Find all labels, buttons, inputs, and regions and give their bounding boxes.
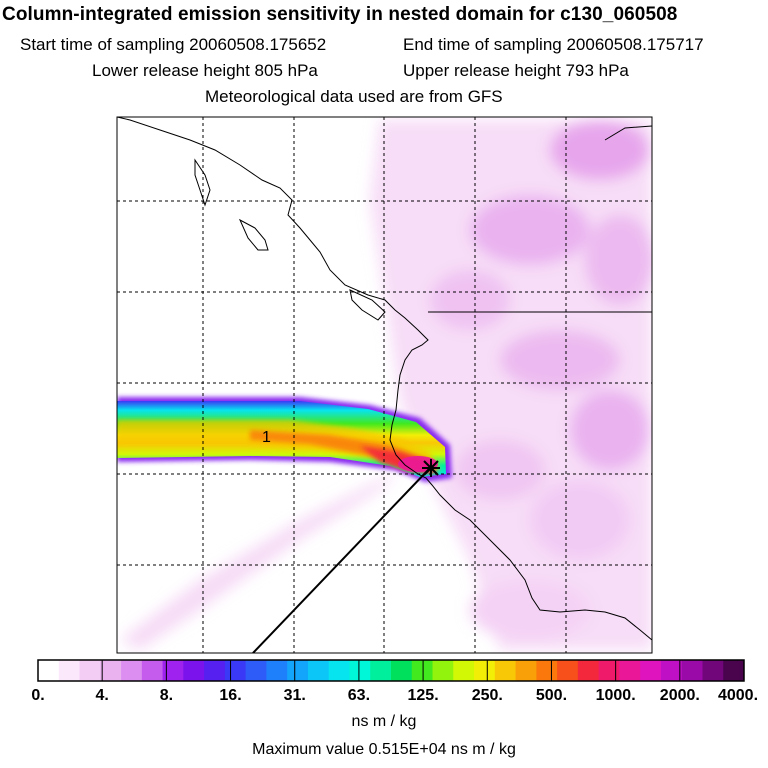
- colorbar-swatch: [287, 660, 309, 681]
- colorbar-swatch: [723, 660, 745, 681]
- map-title: Column-integrated emission sensitivity i…: [2, 4, 678, 25]
- upper-height-label: Upper release height 793 hPa: [403, 61, 629, 80]
- colorbar-swatch: [370, 660, 392, 681]
- colorbar-tick-label: 63.: [347, 687, 371, 704]
- colorbar-swatch: [391, 660, 413, 681]
- colorbar-swatch: [536, 660, 558, 681]
- colorbar-swatch: [515, 660, 537, 681]
- colorbar-tick-label: 4000.: [717, 687, 759, 704]
- colorbar-swatch: [702, 660, 724, 681]
- star-icon: [422, 459, 440, 477]
- colorbar: [37, 659, 745, 682]
- coastline: [117, 117, 652, 641]
- colorbar-swatch: [38, 660, 60, 681]
- colorbar-swatch: [100, 660, 122, 681]
- flight-track: [252, 467, 431, 653]
- colorbar-tick-label: 8.: [159, 687, 174, 704]
- colorbar-tick-label: 500.: [535, 687, 568, 704]
- colorbar-tick-label: 2000.: [659, 687, 700, 704]
- colorbar-swatch: [660, 660, 683, 681]
- colorbar-tick-label: 125.: [407, 687, 439, 704]
- colorbar-tick-label: 250.: [471, 687, 503, 704]
- colorbar-swatch: [349, 660, 371, 681]
- colorbar-swatch: [141, 660, 164, 681]
- plume-label: 1: [262, 429, 271, 446]
- colorbar-swatch: [557, 660, 579, 681]
- colorbar-swatch: [204, 660, 226, 681]
- start-time-label: Start time of sampling 20060508.175652: [20, 35, 327, 54]
- colorbar-swatch: [411, 660, 434, 681]
- coastline-island-1: [194, 158, 211, 207]
- gridlines: [117, 117, 652, 653]
- colorbar-tick-label: 0.: [31, 687, 45, 704]
- colorbar-swatch: [432, 660, 454, 681]
- background-sensitivity-field: [120, 120, 652, 650]
- colorbar-swatch: [162, 660, 184, 681]
- coastline-bay: [349, 289, 386, 321]
- emission-plume: [117, 397, 452, 482]
- colorbar-swatch: [224, 660, 247, 681]
- lower-height-label: Lower release height 805 hPa: [92, 61, 318, 80]
- map-frame: [116, 116, 653, 654]
- colorbar-swatch: [681, 660, 703, 681]
- colorbar-swatch: [58, 660, 81, 681]
- colorbar-swatch: [245, 660, 267, 681]
- colorbar-swatch: [121, 660, 143, 681]
- colorbar-swatch: [598, 660, 620, 681]
- colorbar-tick-label: 1000.: [595, 687, 636, 704]
- maximum-value-label: Maximum value 0.515E+04 ns m / kg: [252, 741, 516, 758]
- colorbar-swatch: [453, 660, 475, 681]
- colorbar-units: ns m / kg: [351, 713, 417, 730]
- colorbar-tick-label: 4.: [95, 687, 109, 704]
- colorbar-swatch: [266, 660, 288, 681]
- colorbar-tick-label: 31.: [283, 687, 306, 704]
- border-line-2: [604, 125, 652, 141]
- coastline-island-2: [238, 218, 269, 251]
- colorbar-swatch: [183, 660, 205, 681]
- colorbar-swatch: [307, 660, 330, 681]
- colorbar-swatch: [474, 660, 496, 681]
- end-time-label: End time of sampling 20060508.175717: [403, 35, 704, 54]
- colorbar-frame: [37, 659, 745, 682]
- colorbar-swatch: [79, 660, 101, 681]
- colorbar-swatch: [328, 660, 350, 681]
- colorbar-swatch: [577, 660, 600, 681]
- colorbar-swatch: [494, 660, 517, 681]
- colorbar-swatch: [619, 660, 641, 681]
- met-data-label: Meteorological data used are from GFS: [205, 87, 503, 106]
- colorbar-swatch: [640, 660, 662, 681]
- colorbar-tick-label: 16.: [219, 687, 242, 704]
